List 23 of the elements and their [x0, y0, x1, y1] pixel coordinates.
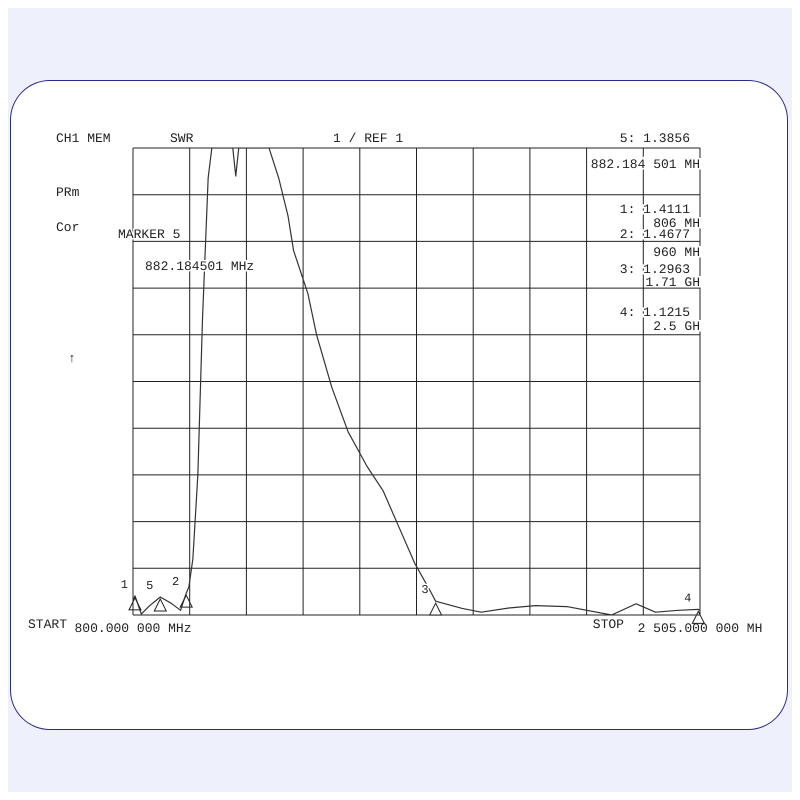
text: 5: 1.3856 — [620, 131, 690, 146]
text: START — [28, 617, 68, 632]
text: ↑ — [68, 351, 76, 366]
text: Cor — [56, 220, 80, 235]
text: CH1 MEM — [56, 131, 111, 146]
x-tick-label: 2 505.000 000 MH — [638, 621, 762, 636]
annotation: 2.5 GH — [653, 319, 700, 334]
annotation: 5 — [146, 578, 154, 593]
annotation: 4 — [684, 591, 692, 606]
annotation: 1.71 GH — [645, 275, 700, 290]
annotation: 960 MH — [653, 245, 700, 260]
text: STOP — [592, 617, 624, 632]
text: SWR — [170, 131, 194, 146]
annotation: 4: 1.1215 — [620, 305, 690, 320]
text: PRm — [56, 185, 80, 200]
x-tick-label: 800.000 000 MHz — [74, 621, 192, 636]
annotation: 1 — [120, 578, 128, 592]
text: 1 / REF 1 — [333, 131, 404, 146]
annotation: 3: 1.2963 — [620, 262, 690, 277]
annotation: 2: 1.4677 — [620, 227, 690, 242]
annotation: 3 — [421, 583, 429, 598]
annotation: 2 — [172, 575, 180, 590]
annotation: 1: 1.4111 — [620, 202, 690, 217]
